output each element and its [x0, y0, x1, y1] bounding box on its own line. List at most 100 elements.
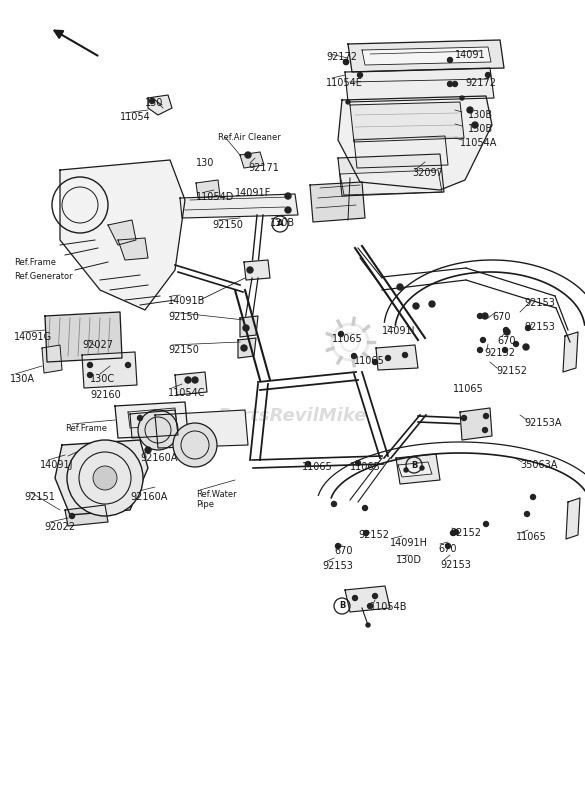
Circle shape: [145, 447, 151, 453]
Text: 11065: 11065: [453, 384, 484, 394]
Polygon shape: [340, 170, 442, 195]
Text: 14091I: 14091I: [382, 326, 415, 336]
Circle shape: [420, 466, 424, 470]
Circle shape: [531, 494, 535, 499]
Circle shape: [356, 461, 360, 466]
Text: 92172: 92172: [465, 78, 496, 88]
Circle shape: [332, 502, 336, 506]
Text: 92152: 92152: [496, 366, 527, 376]
Circle shape: [343, 59, 349, 65]
Text: 130B: 130B: [468, 110, 493, 120]
Text: B: B: [411, 461, 417, 470]
Circle shape: [363, 506, 367, 510]
Circle shape: [525, 326, 531, 330]
Circle shape: [336, 543, 340, 549]
Text: 32097: 32097: [412, 168, 443, 178]
Text: 14091B: 14091B: [168, 296, 205, 306]
Text: 670: 670: [497, 336, 515, 346]
Circle shape: [450, 530, 456, 535]
Polygon shape: [354, 136, 448, 168]
Circle shape: [386, 355, 391, 361]
Text: 130: 130: [145, 98, 163, 108]
Text: 670: 670: [438, 544, 456, 554]
Circle shape: [243, 325, 249, 331]
Circle shape: [483, 414, 488, 418]
Circle shape: [503, 347, 508, 353]
Text: 130B: 130B: [468, 124, 493, 134]
Circle shape: [126, 362, 130, 367]
Text: 14091G: 14091G: [14, 332, 52, 342]
Circle shape: [482, 313, 488, 319]
Polygon shape: [362, 47, 491, 65]
Polygon shape: [238, 338, 256, 358]
Text: 92153A: 92153A: [524, 418, 562, 428]
Polygon shape: [148, 95, 172, 115]
Circle shape: [448, 58, 453, 62]
Circle shape: [346, 100, 350, 104]
Circle shape: [413, 303, 419, 309]
Circle shape: [429, 301, 435, 307]
Text: 35063A: 35063A: [520, 460, 558, 470]
Text: 11054: 11054: [120, 112, 151, 122]
Polygon shape: [398, 462, 432, 477]
Text: 11054D: 11054D: [196, 192, 235, 202]
Polygon shape: [180, 194, 298, 218]
Text: 92172: 92172: [326, 52, 357, 62]
Text: 670: 670: [492, 312, 511, 322]
Circle shape: [448, 82, 453, 86]
Polygon shape: [155, 410, 248, 448]
Circle shape: [504, 329, 510, 335]
Circle shape: [185, 377, 191, 383]
Text: 92151: 92151: [24, 492, 55, 502]
Circle shape: [523, 344, 529, 350]
Polygon shape: [128, 408, 177, 428]
Text: 92160A: 92160A: [130, 492, 167, 502]
Text: 92153: 92153: [524, 322, 555, 332]
Text: 11054C: 11054C: [168, 388, 205, 398]
Circle shape: [472, 122, 478, 128]
Circle shape: [514, 342, 518, 346]
Circle shape: [305, 462, 311, 466]
Text: 11065: 11065: [302, 462, 333, 472]
Polygon shape: [108, 220, 136, 245]
Circle shape: [404, 468, 408, 472]
Text: A: A: [277, 219, 283, 229]
Polygon shape: [175, 372, 207, 395]
Text: Ref.Air Cleaner: Ref.Air Cleaner: [218, 133, 281, 142]
Circle shape: [397, 284, 403, 290]
Text: 92022: 92022: [44, 522, 75, 532]
Text: 670: 670: [334, 546, 353, 556]
Polygon shape: [55, 440, 148, 515]
Circle shape: [285, 207, 291, 213]
Text: 130C: 130C: [90, 374, 115, 384]
Polygon shape: [65, 505, 108, 526]
Text: Ref.Frame: Ref.Frame: [14, 258, 56, 267]
Circle shape: [367, 603, 373, 609]
Circle shape: [352, 354, 356, 358]
Circle shape: [525, 511, 529, 517]
Text: 130: 130: [196, 158, 214, 168]
Circle shape: [150, 98, 154, 103]
Text: 92150: 92150: [168, 345, 199, 355]
Text: 92152: 92152: [450, 528, 481, 538]
Polygon shape: [348, 40, 504, 72]
Circle shape: [453, 530, 459, 534]
Text: 130D: 130D: [396, 555, 422, 565]
Circle shape: [483, 522, 488, 526]
Polygon shape: [60, 160, 185, 310]
Circle shape: [247, 267, 253, 273]
Text: 92152: 92152: [484, 348, 515, 358]
Polygon shape: [460, 408, 492, 440]
Text: 92160: 92160: [90, 390, 121, 400]
Polygon shape: [240, 316, 258, 337]
Circle shape: [462, 415, 466, 421]
Text: 130B: 130B: [270, 218, 295, 228]
Polygon shape: [115, 402, 188, 438]
Circle shape: [460, 96, 464, 100]
Text: Ref.Frame: Ref.Frame: [65, 424, 107, 433]
Circle shape: [453, 82, 457, 86]
Circle shape: [88, 373, 92, 378]
Text: 11054A: 11054A: [460, 138, 497, 148]
Circle shape: [138, 410, 178, 450]
Polygon shape: [338, 96, 492, 190]
